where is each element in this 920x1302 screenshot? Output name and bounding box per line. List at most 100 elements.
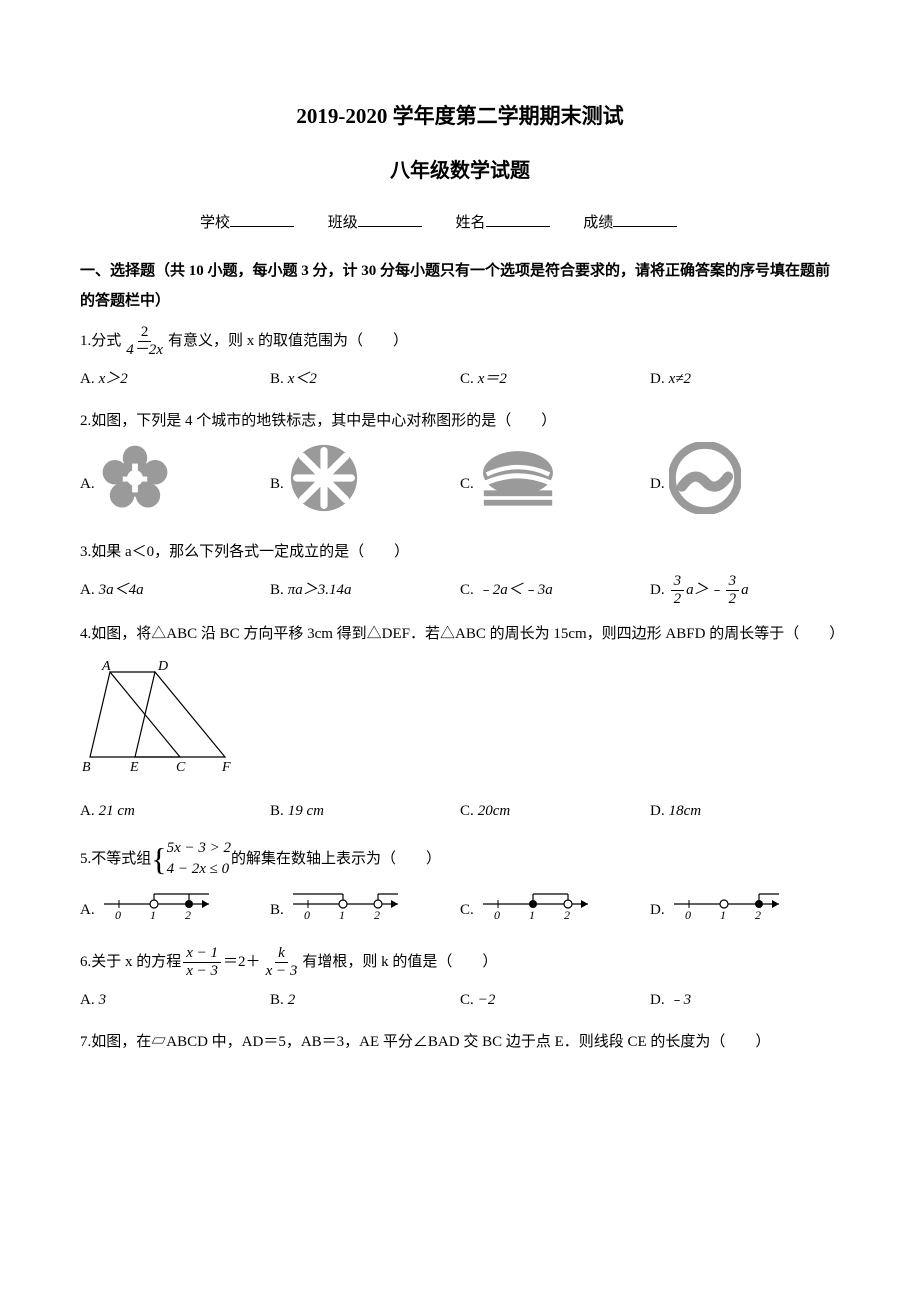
fig-label-E: E [129,760,139,775]
svg-text:0: 0 [685,908,691,922]
q2-d-label: D. [650,469,665,499]
q3-c-text: ﹣2a＜﹣3a [478,575,553,605]
question-2: 2.如图，下列是 4 个城市的地铁标志，其中是中心对称图形的是（ ） A. [80,406,840,525]
q5-eq1: 5x − 3 > 2 [167,838,231,859]
q6-frac2-num: k [275,945,288,963]
q1-c-label: C. [460,364,474,394]
q4-d-label: D. [650,796,665,826]
q6-frac2-den: x − 3 [263,963,301,980]
blank-score [613,226,677,227]
question-1: 1.分式 2 4－2x 有意义，则 x 的取值范围为（ ） A.x＞2 B.x＜… [80,324,840,394]
q4-option-c: C.20cm [460,796,650,826]
q3-option-b: B.πa＞3.14a [270,575,460,605]
q1-prefix: 1.分式 [80,326,121,356]
svg-text:0: 0 [115,908,121,922]
q1-option-a: A.x＞2 [80,364,270,394]
q1-option-c: C.x＝2 [460,364,650,394]
q5-brace-icon: { [151,843,166,875]
q4-b-text: 19 cm [288,796,324,826]
title-sub: 八年级数学试题 [80,154,840,183]
question-7: 7.如图，在▱ABCD 中，AD＝5，AB＝3，AE 平分∠BAD 交 BC 边… [80,1027,840,1057]
q5-numline-d-icon: 0 1 2 [669,886,789,933]
q6-stem: 6.关于 x 的方程 x − 1 x − 3 ＝2＋ k x − 3 有增根，则… [80,945,840,979]
q2-option-b: B. [270,442,460,525]
q5-eq2: 4 − 2x ≤ 0 [167,859,231,880]
svg-text:1: 1 [150,908,156,922]
q3-a-label: A. [80,575,95,605]
question-5: 5.不等式组 { 5x − 3 > 2 4 − 2x ≤ 0 的解集在数轴上表示… [80,838,840,933]
q3-d-frac2-num: 3 [726,573,740,591]
q1-fraction: 2 4－2x [123,324,166,358]
q6-suffix: 有增根，则 k 的值是（ ） [302,947,497,977]
q1-stem: 1.分式 2 4－2x 有意义，则 x 的取值范围为（ ） [80,324,840,358]
q6-option-b: B.2 [270,985,460,1015]
q3-option-c: C.﹣2a＜﹣3a [460,575,650,605]
svg-text:2: 2 [564,908,570,922]
q6-frac1-num: x − 1 [183,945,221,963]
svg-text:1: 1 [529,908,535,922]
q2-a-label: A. [80,469,95,499]
q2-c-label: C. [460,469,474,499]
metro-logo-c-icon [478,442,558,525]
svg-text:0: 0 [494,908,500,922]
q1-a-text: x＞2 [99,364,128,394]
q3-d-frac2: 3 2 [726,573,740,607]
label-score: 成绩 [583,215,613,231]
q5-numline-c-icon: 0 1 2 [478,886,598,933]
q6-a-label: A. [80,985,95,1015]
label-school: 学校 [200,215,230,231]
q3-b-text: πa＞3.14a [288,575,352,605]
q5-numline-a-icon: 0 1 2 [99,886,219,933]
q5-option-d: D. 0 1 2 [650,886,840,933]
q5-option-c: C. 0 1 2 [460,886,650,933]
q5-option-a: A. 0 1 2 [80,886,270,933]
q4-stem: 4.如图，将△ABC 沿 BC 方向平移 3cm 得到△DEF．若△ABC 的周… [80,619,840,649]
q1-d-text: x≠2 [669,364,691,394]
q4-c-label: C. [460,796,474,826]
q5-stem: 5.不等式组 { 5x − 3 > 2 4 − 2x ≤ 0 的解集在数轴上表示… [80,838,840,880]
metro-logo-b-icon [288,442,360,525]
fig-label-A: A [101,659,111,674]
q3-d-suffix: a [741,575,749,605]
q5-equations: 5x − 3 > 2 4 − 2x ≤ 0 [167,838,231,880]
svg-text:2: 2 [185,908,191,922]
q1-frac-num: 2 [138,324,152,342]
q4-b-label: B. [270,796,284,826]
q3-d-frac1-den: 2 [671,591,685,608]
q1-b-text: x＜2 [288,364,317,394]
svg-text:0: 0 [304,908,310,922]
q1-a-label: A. [80,364,95,394]
q2-stem: 2.如图，下列是 4 个城市的地铁标志，其中是中心对称图形的是（ ） [80,406,840,436]
q2-option-d: D. [650,442,840,525]
q3-c-label: C. [460,575,474,605]
svg-text:2: 2 [374,908,380,922]
q4-option-b: B.19 cm [270,796,460,826]
q6-option-d: D.﹣3 [650,985,840,1015]
question-4: 4.如图，将△ABC 沿 BC 方向平移 3cm 得到△DEF．若△ABC 的周… [80,619,840,826]
fig-label-F: F [221,760,231,775]
q3-d-frac2-den: 2 [726,591,740,608]
question-6: 6.关于 x 的方程 x − 1 x − 3 ＝2＋ k x − 3 有增根，则… [80,945,840,1015]
q2-option-a: A. [80,442,270,525]
q1-c-text: x＝2 [478,364,507,394]
q1-option-b: B.x＜2 [270,364,460,394]
q4-options: A.21 cm B.19 cm C.20cm D.18cm [80,796,840,826]
q4-option-a: A.21 cm [80,796,270,826]
student-info-line: 学校 班级 姓名 成绩 [80,211,840,232]
q3-b-label: B. [270,575,284,605]
q4-figure: A D B E C F [80,657,840,788]
q5-suffix: 的解集在数轴上表示为（ ） [231,844,441,874]
q5-option-b: B. 0 1 2 [270,886,460,933]
q2-option-c: C. [460,442,650,525]
q6-prefix: 6.关于 x 的方程 [80,947,181,977]
q6-frac1: x − 1 x − 3 [183,945,221,979]
q5-b-label: B. [270,895,284,925]
q1-option-d: D.x≠2 [650,364,840,394]
q6-frac1-den: x − 3 [183,963,221,980]
q6-option-c: C.−2 [460,985,650,1015]
fig-label-D: D [157,659,168,674]
q4-option-d: D.18cm [650,796,840,826]
q6-c-text: −2 [478,985,496,1015]
q1-frac-den: 4－2x [123,342,166,359]
label-name: 姓名 [456,215,486,231]
